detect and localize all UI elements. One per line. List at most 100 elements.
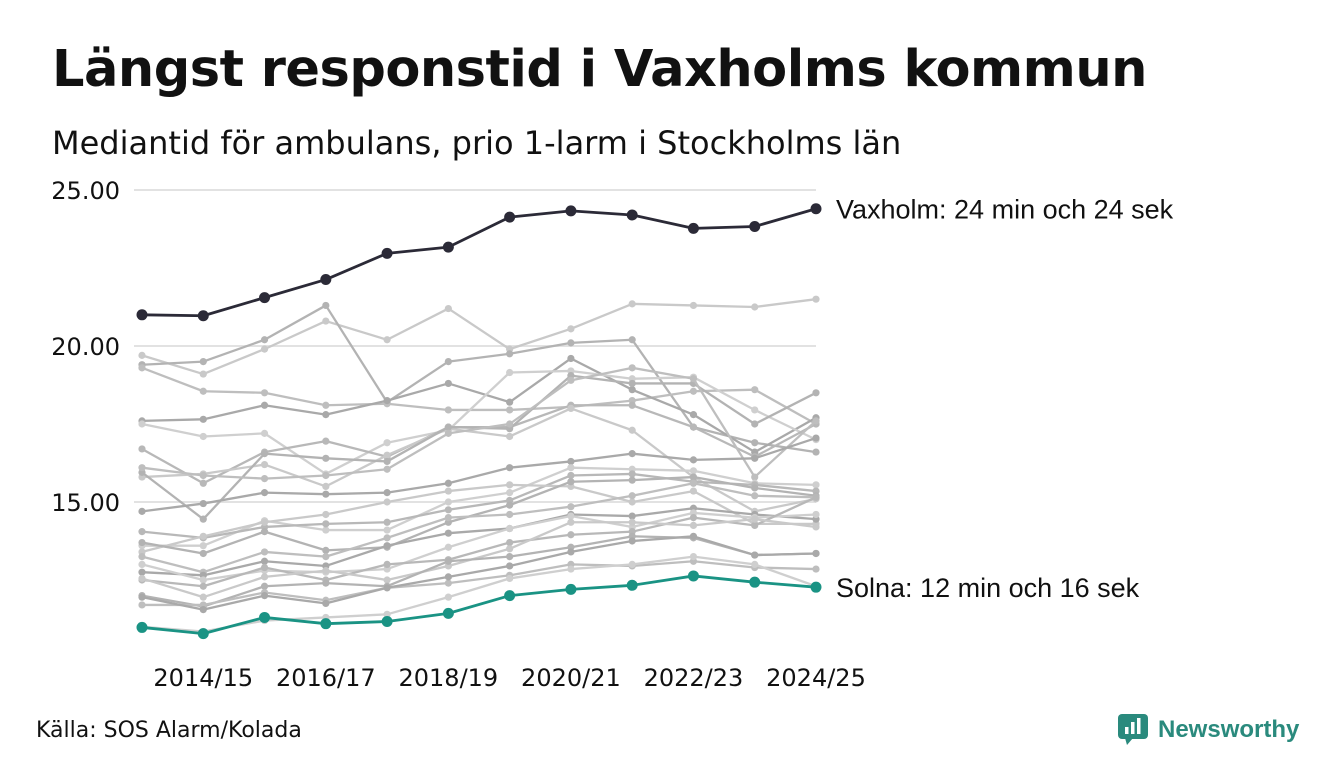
series-12-point <box>628 470 636 478</box>
source-note: Källa: SOS Alarm/Kolada <box>36 718 302 743</box>
chart-title: Längst responstid i Vaxholms kommun <box>52 40 1147 99</box>
series-solna-point <box>259 611 271 623</box>
series-3-point <box>444 406 452 414</box>
series-6-point <box>322 437 330 445</box>
series-10-point <box>444 479 452 487</box>
series-3-point <box>322 401 330 409</box>
series-1-point <box>199 370 207 378</box>
x-tick-label: 2022/23 <box>644 664 744 692</box>
series-9-line <box>141 366 817 480</box>
series-10-point <box>689 456 698 464</box>
series-12-point <box>138 528 146 536</box>
series-vaxholm-point <box>810 203 822 215</box>
series-23-line <box>141 555 817 633</box>
series-2-point <box>628 336 636 344</box>
series-22-point <box>138 593 146 601</box>
series-1-point <box>689 301 698 310</box>
series-11-point <box>322 526 330 534</box>
series-11-point <box>506 489 514 497</box>
series-10-point <box>383 489 391 497</box>
series-1-point <box>751 303 759 311</box>
series-5-point <box>751 406 759 414</box>
series-18-point <box>383 560 391 569</box>
series-vaxholm-point <box>626 209 638 221</box>
series-19-point <box>199 593 207 601</box>
series-4-point <box>444 379 452 388</box>
series-4-line <box>141 357 817 454</box>
series-2-point <box>567 339 575 347</box>
series-13-point <box>383 498 391 506</box>
series-4-point <box>199 415 207 423</box>
series-12-point <box>383 518 391 526</box>
series-9-point <box>383 465 391 473</box>
series-22-point <box>751 551 759 559</box>
series-17-point <box>812 510 820 519</box>
series-9-point <box>444 429 452 437</box>
series-10-point <box>628 450 636 458</box>
series-11-point <box>383 526 391 534</box>
series-23-point <box>751 560 759 569</box>
series-2-line <box>141 304 817 454</box>
series-5-point <box>383 439 391 447</box>
series-13-line <box>141 483 816 554</box>
series-22-point <box>322 599 330 608</box>
series-2-point <box>260 336 269 344</box>
series-3-point <box>689 387 698 395</box>
series-vaxholm-point <box>136 309 148 321</box>
series-15-point <box>260 548 269 556</box>
series-5-point <box>138 420 146 428</box>
series-19-point <box>506 545 514 553</box>
series-21-line <box>142 560 817 607</box>
series-11-point <box>444 498 452 506</box>
series-vaxholm-point <box>320 274 332 286</box>
series-17-point <box>444 543 452 551</box>
series-1-point <box>322 317 330 325</box>
series-22-point <box>260 592 269 600</box>
series-4-point <box>322 411 330 419</box>
series-1-point <box>260 345 269 353</box>
series-2-point <box>322 301 330 310</box>
label-solna: Solna: 12 min och 16 sek <box>836 573 1140 603</box>
series-14-point <box>138 538 146 547</box>
series-11-point <box>199 542 207 550</box>
series-10-point <box>567 457 575 466</box>
series-14-point <box>689 473 698 481</box>
series-14-point <box>506 501 514 509</box>
series-18-line <box>141 496 817 588</box>
y-tick-label: 25.00 <box>51 177 120 205</box>
series-17-point <box>138 560 146 569</box>
series-10-point <box>322 490 330 498</box>
series-solna-point <box>504 590 516 602</box>
series-13-point <box>260 518 269 526</box>
series-12-line <box>141 472 817 540</box>
series-19-point <box>322 567 330 575</box>
series-18-point <box>199 582 207 590</box>
series-15-point <box>322 553 330 561</box>
series-9-point <box>628 364 636 372</box>
series-20-point <box>322 579 330 587</box>
series-15-point <box>567 503 575 511</box>
series-23-point <box>689 553 698 561</box>
series-4-point <box>689 411 698 419</box>
series-6-line <box>141 404 817 485</box>
series-15-line <box>141 482 817 574</box>
series-18-point <box>689 514 698 522</box>
series-7-point <box>260 460 269 469</box>
series-17-point <box>199 576 207 584</box>
line-chart: 15.00 20.00 25.00 2014/15 2016/17 2018/19 2020… <box>51 177 1173 692</box>
series-solna-line <box>141 574 817 636</box>
series-7-point <box>567 404 575 412</box>
series-1-point <box>138 351 146 359</box>
series-6-point <box>199 479 207 487</box>
series-5-point <box>260 429 269 437</box>
series-19-point <box>383 576 391 584</box>
series-12-point <box>444 506 452 514</box>
series-7-point <box>506 432 514 441</box>
series-17-point <box>567 512 575 520</box>
series-11-point <box>689 467 698 475</box>
series-23-point <box>567 565 575 573</box>
series-15-point <box>751 492 759 500</box>
series-23-point <box>383 610 391 618</box>
series-19-point <box>812 523 820 531</box>
series-1-point <box>383 336 391 344</box>
